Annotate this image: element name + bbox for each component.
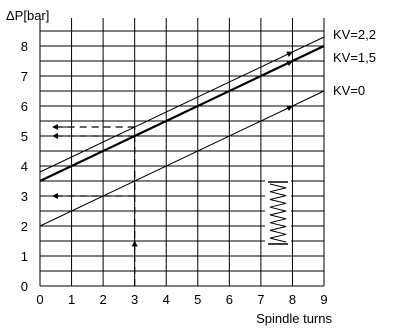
example-lookup: [52, 124, 138, 286]
series-line: [39, 45, 325, 182]
y-tick-label: 7: [21, 69, 28, 84]
x-axis-title: Spindle turns: [256, 311, 332, 326]
x-tick-label: 7: [257, 292, 264, 307]
x-tick-label: 1: [68, 292, 75, 307]
series-arrow: [285, 51, 293, 58]
x-tick-label: 5: [194, 292, 201, 307]
series-arrow: [285, 60, 293, 67]
x-tick-label: 6: [226, 292, 233, 307]
y-tick-label: 5: [21, 129, 28, 144]
y-tick-label: 6: [21, 99, 28, 114]
series-arrow: [285, 105, 293, 112]
y-tick-label: 2: [21, 219, 28, 234]
x-tick-label: 2: [99, 292, 106, 307]
x-tick-label: 9: [320, 292, 327, 307]
spring-icon: [265, 180, 291, 246]
y-axis-title: ΔP[bar]: [6, 8, 49, 23]
y-tick-label: 4: [21, 159, 28, 174]
series-label: KV=0: [333, 83, 365, 98]
x-tick-label: 0: [36, 292, 43, 307]
series-label: KV=2,2: [333, 27, 376, 42]
series-line: [39, 36, 325, 173]
series-line: [39, 90, 325, 227]
series-lines: [39, 36, 325, 227]
y-tick-label: 1: [21, 249, 28, 264]
tick-labels: 0 1 2 3 4 5 6 7 8 9 0 1 2 3 4 5 6 7 8: [21, 39, 328, 307]
x-tick-label: 3: [131, 292, 138, 307]
y-tick-label: 8: [21, 39, 28, 54]
grid: [39, 18, 325, 287]
spring-coil: [269, 183, 287, 243]
x-tick-label: 4: [163, 292, 170, 307]
y-tick-label: 0: [21, 279, 28, 294]
y-tick-label: 3: [21, 189, 28, 204]
series-label: KV=1,5: [333, 50, 376, 65]
x-tick-label: 8: [289, 292, 296, 307]
series-labels: KV=2,2 KV=1,5 KV=0: [333, 27, 376, 98]
